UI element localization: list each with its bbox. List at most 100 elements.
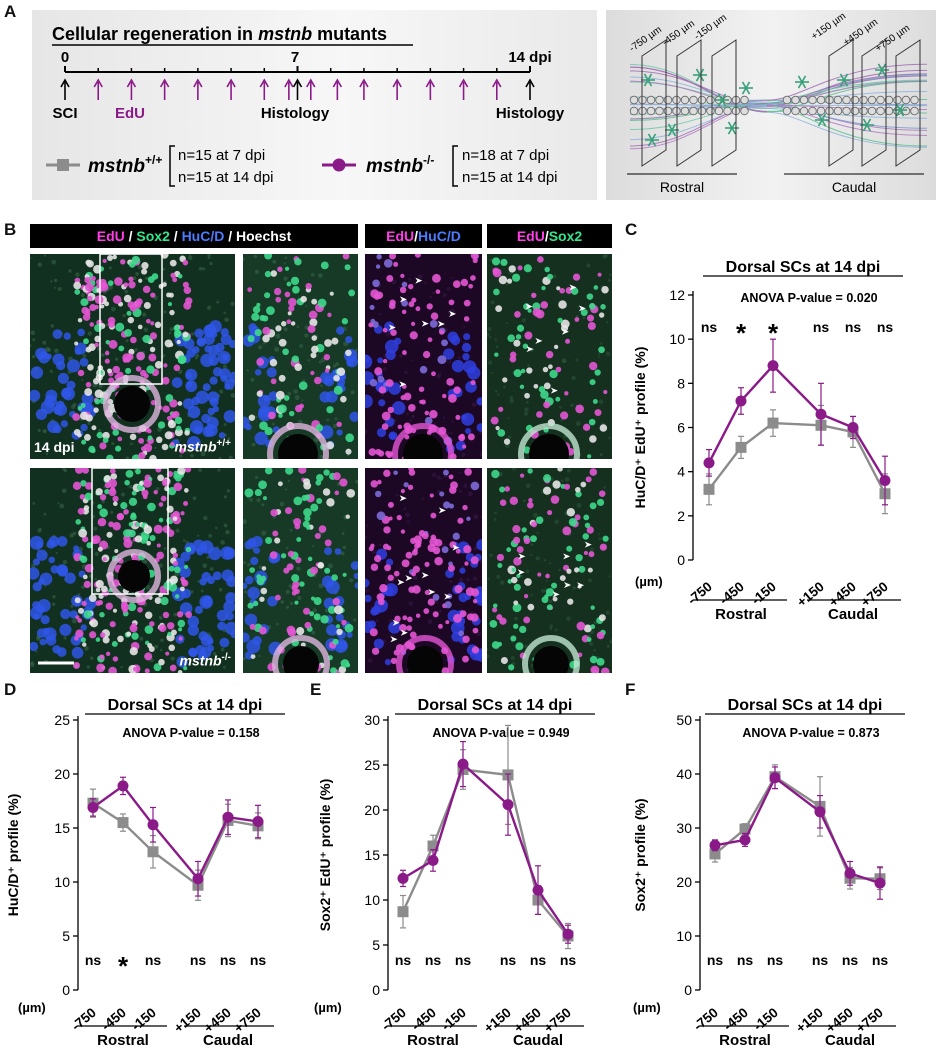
nucleus — [270, 509, 278, 517]
nucleus — [125, 469, 134, 478]
tissue-texture — [243, 657, 246, 661]
tissue-texture — [470, 611, 474, 615]
y-axis-label: HuC/D⁺ EdU⁺ profile (%) — [632, 347, 648, 509]
x-tick-label: +150 — [793, 1005, 826, 1036]
nucleus — [88, 343, 96, 351]
legend-mut-label: mstnb-/- — [366, 153, 434, 177]
data-point-mut — [457, 758, 469, 770]
arrowhead — [390, 636, 398, 643]
nucleus — [304, 621, 312, 629]
nucleus — [377, 479, 382, 485]
nucleus — [341, 318, 349, 325]
nucleus — [300, 295, 307, 303]
nucleus — [284, 291, 291, 298]
nucleus — [370, 318, 376, 324]
central-canal-ring — [522, 635, 580, 673]
schem-cell — [884, 95, 894, 105]
nucleus — [535, 516, 544, 524]
nucleus — [390, 329, 397, 336]
legend-mut-n1: n=18 at 7 dpi — [462, 147, 549, 164]
nucleus — [248, 414, 256, 421]
nucleus — [407, 283, 414, 290]
tissue-texture — [108, 266, 112, 270]
nucleus — [342, 572, 347, 577]
tissue-texture — [609, 273, 612, 277]
nucleus — [116, 512, 124, 521]
tissue-texture — [442, 416, 446, 419]
nucleus — [296, 537, 302, 542]
tissue-texture — [311, 630, 316, 635]
tissue-texture — [250, 377, 255, 382]
nucleus — [74, 289, 81, 295]
nucleus — [470, 588, 480, 597]
nucleus — [593, 285, 599, 290]
tissue-texture — [424, 281, 428, 285]
nucleus — [310, 596, 316, 601]
nucleus — [506, 278, 513, 284]
nucleus — [130, 336, 137, 344]
nucleus — [170, 629, 177, 636]
nucleus — [94, 324, 103, 333]
nucleus — [132, 666, 139, 672]
tissue-texture — [190, 332, 195, 336]
nucleus — [96, 431, 104, 439]
tissue-texture — [411, 414, 415, 419]
nucleus — [167, 487, 177, 496]
anova-annotation: ANOVA P-value = 0.949 — [432, 726, 569, 740]
nucleus — [463, 299, 471, 307]
schem-glia — [647, 133, 653, 141]
nucleus — [590, 624, 596, 630]
nucleus — [158, 624, 167, 633]
tissue-texture — [207, 254, 212, 257]
nucleus — [158, 517, 164, 523]
nucleus — [511, 567, 516, 572]
neuron-cell — [376, 427, 387, 438]
schem-glia — [695, 74, 701, 82]
nucleus — [165, 651, 170, 656]
arrowhead — [563, 553, 571, 560]
nucleus — [549, 369, 558, 379]
nucleus — [339, 478, 348, 487]
schem-cell — [706, 95, 715, 105]
nucleus — [385, 379, 394, 388]
nucleus — [442, 393, 447, 399]
series-line-mut — [707, 363, 887, 482]
tissue-texture — [218, 456, 222, 459]
tissue-texture — [160, 638, 164, 643]
nucleus — [83, 580, 91, 589]
nucleus — [150, 321, 155, 326]
nucleus — [157, 421, 166, 429]
histology-14-label: Histology — [496, 105, 565, 122]
tissue-texture — [395, 493, 399, 497]
central-canal — [533, 646, 569, 673]
data-point-wt — [703, 483, 715, 495]
schem-section-plane — [641, 39, 667, 167]
panel-a-svg: Cellular regeneration in mstnb mutants 0… — [32, 10, 936, 200]
nucleus — [550, 495, 560, 504]
panel-label-e: E — [310, 680, 322, 699]
tissue-texture — [226, 489, 231, 493]
neuron-cell — [463, 360, 477, 374]
arrowhead — [518, 553, 526, 560]
tissue-texture — [75, 272, 80, 277]
nucleus — [397, 424, 403, 430]
tissue-texture — [228, 455, 233, 459]
genotype-label-mut: mstnb-/- — [179, 652, 231, 669]
nucleus — [148, 353, 157, 362]
nucleus — [582, 423, 591, 431]
tissue-texture — [285, 589, 290, 594]
tick-0-label: 0 — [61, 49, 69, 66]
nucleus — [154, 597, 162, 605]
tissue-texture — [274, 346, 280, 352]
nucleus — [275, 325, 282, 332]
tissue-texture — [206, 305, 212, 310]
edu-arrow-head — [226, 78, 236, 88]
timeline-title: Cellular regeneration in mstnb mutants — [52, 24, 387, 44]
y-tick-label: 0 — [684, 982, 692, 998]
nucleus — [443, 469, 449, 476]
nucleus — [114, 277, 123, 286]
schem-cell — [782, 106, 792, 116]
nucleus — [264, 254, 273, 260]
nucleus — [129, 433, 137, 441]
tissue-texture — [318, 273, 323, 278]
